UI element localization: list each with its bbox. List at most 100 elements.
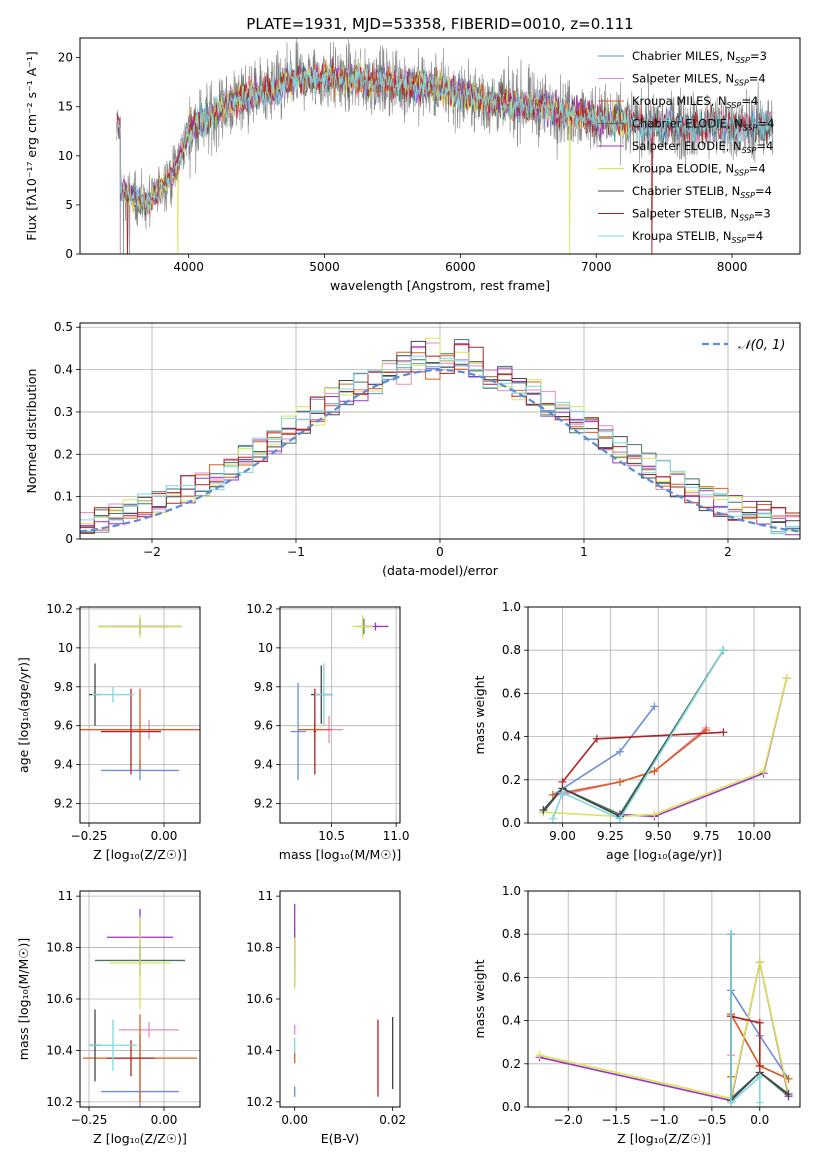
legend-label-0: Chabrier MILES, NSSP=3 [632, 49, 767, 65]
weight_vs_age-marker-7 [592, 734, 601, 743]
age_vs_z-ytick-label: 9.2 [54, 797, 73, 811]
weight_vs_age-xtick-label: 9.25 [597, 829, 624, 843]
legend-label-6: Chabrier STELIB, NSSP=4 [632, 184, 772, 200]
age_vs_z-ytick-label: 9.4 [54, 758, 73, 772]
legend-label-suffix: =4 [756, 139, 773, 153]
weight_vs_age-series-3 [542, 649, 725, 816]
spectrum-frame [79, 37, 801, 255]
legend-label-sub: SSP [734, 169, 749, 178]
mass_vs_ebv-ytick-label: 10.2 [246, 1095, 273, 1109]
weight_vs_z-xtick-label: 0.0 [750, 1113, 769, 1127]
age_vs_z-axes: −0.25 0.00 9.2 9.4 9.6 9.8 10 10.2 Z [log₁₀(Z/Z☉… [16, 602, 200, 862]
weight_vs_z-marker-8 [727, 1098, 736, 1107]
weight_vs_age-marker-0 [650, 702, 659, 711]
legend-label-8: Kroupa STELIB, NSSP=4 [632, 229, 763, 245]
weight_vs_age-marker-0 [615, 747, 624, 756]
legend-label-4: Salpeter ELODIE, NSSP=4 [632, 139, 773, 155]
weight_vs_age-marker-5 [650, 810, 659, 819]
legend-label-suffix: =4 [749, 162, 766, 176]
spectrum-ytick-label: 10 [58, 149, 73, 163]
age_vs_mass-axes: 10.5 11.0 9.2 9.4 9.6 9.8 10 10.2 mass [log₁₀(M/… [246, 602, 409, 862]
mass_vs_z-xtick-label: −0.25 [71, 1113, 108, 1127]
mass_vs_ebv-ytick-label: 10.8 [246, 941, 273, 955]
legend-label-suffix: =4 [758, 117, 775, 131]
weight_vs_z-marker-5 [755, 958, 764, 967]
residuals-xtick-label: 0 [436, 545, 444, 559]
spectrum-xtick-label: 7000 [581, 260, 612, 274]
legend-label-prefix: Kroupa STELIB, N [632, 229, 732, 243]
legend-label-suffix: =4 [749, 72, 766, 86]
age_vs_mass-ytick-label: 9.2 [254, 797, 273, 811]
spectrum-xtick-label: 6000 [445, 260, 476, 274]
weight_vs_z-ytick-label: 0.2 [502, 1057, 521, 1071]
weight_vs_z-series-5 [539, 962, 790, 1100]
mass_vs_z-xtick-label: 0.00 [151, 1113, 178, 1127]
mass_vs_ebv-ytick-label: 11 [258, 889, 273, 903]
weight_vs_age-marker-6 [539, 806, 548, 815]
age_vs_z-xtick-label: 0.00 [151, 829, 178, 843]
mass_vs_z-ytick-label: 10.8 [46, 941, 73, 955]
weight_vs_age-ytick-label: 0.8 [502, 643, 521, 657]
legend-label-suffix: =3 [750, 49, 767, 63]
legend-label-5: Kroupa ELODIE, NSSP=4 [632, 162, 766, 178]
weight_vs_z-marker-8 [755, 1072, 764, 1081]
spectrum-ytick-label: 0 [65, 247, 73, 261]
legend-label-suffix: =4 [755, 184, 772, 198]
age_vs_mass-ytick-label: 9.6 [254, 719, 273, 733]
weight_vs_z-marker-8 [727, 930, 736, 939]
legend-label-sub: SSP [735, 56, 750, 65]
weight_vs_z-xtick-label: −1.0 [649, 1113, 678, 1127]
weight_vs_z-ytick-label: 0.8 [502, 927, 521, 941]
weight_vs_z-marker-6 [784, 1090, 793, 1099]
weight_vs_z-xtick-label: −1.5 [602, 1113, 631, 1127]
mass_vs_z-ylabel: mass [log₁₀(M/M☉)] [16, 938, 31, 1060]
gaussian-legend-label: 𝒩(0, 1) [738, 338, 785, 353]
weight_vs_z-ylabel: mass weight [472, 959, 487, 1038]
legend-label-sub: SSP [743, 124, 758, 133]
mass_vs_z-ytick-label: 11 [58, 889, 73, 903]
age_vs_mass-frame [279, 606, 401, 824]
legend-label-7: Salpeter STELIB, NSSP=3 [632, 207, 771, 223]
residuals-ylabel: Normed distribution [24, 369, 39, 494]
mass_vs_ebv-xtick-label: 0.00 [281, 1113, 308, 1127]
weight_vs_z-xtick-label: −0.5 [697, 1113, 726, 1127]
age_vs_z-ylabel: age [log₁₀(age/yr)] [16, 657, 31, 773]
age_vs_z-ytick-label: 9.8 [54, 680, 73, 694]
residuals-xtick-label: −1 [287, 545, 305, 559]
mass_vs_ebv-xlabel: E(B-V) [321, 1131, 360, 1146]
residuals-ytick-label: 0 [65, 532, 73, 546]
age_vs_mass-ytick-label: 10 [258, 641, 273, 655]
residual-hist-7 [80, 344, 800, 528]
mass_vs_z-axes: −0.25 0.00 10.2 10.4 10.6 10.8 11 Z [log₁₀(Z/Z☉… [16, 889, 200, 1146]
spectrum-xlabel: wavelength [Angstrom, rest frame] [330, 278, 550, 293]
weight_vs_age-xtick-label: 9.75 [693, 829, 720, 843]
legend-label-sub: SSP [742, 146, 757, 155]
weight_vs_age-ytick-label: 0.6 [502, 686, 521, 700]
weight_vs_z-series-8 [730, 934, 761, 1105]
age_vs_z-ytick-label: 9.6 [54, 719, 73, 733]
weight_vs_z-xlabel: Z [log₁₀(Z/Z☉)] [617, 1131, 711, 1146]
age_vs_z-ytick-label: 10.2 [46, 602, 73, 616]
weight_vs_z-ytick-label: 1.0 [502, 884, 521, 898]
weight_vs_z-axes: −2.0 −1.5 −1.0 −0.5 0.0 0.0 0.2 0.4 0.6 0.8 1.0 Z [… [472, 884, 800, 1146]
spectrum-series-8 [116, 62, 774, 212]
legend-label-prefix: Salpeter ELODIE, N [632, 139, 742, 153]
legend-label-suffix: =4 [741, 94, 758, 108]
spectrum-series-5 [116, 58, 631, 254]
legend-label-prefix: Salpeter STELIB, N [632, 207, 739, 221]
age_vs_mass-ytick-label: 9.8 [254, 680, 273, 694]
legend-label-sub: SSP [727, 101, 742, 110]
spectrum-xtick-label: 5000 [309, 260, 340, 274]
mass_vs_ebv-ytick-label: 10.6 [246, 992, 273, 1006]
spectrum-ytick-label: 5 [65, 198, 73, 212]
weight_vs_z-xtick-label: −2.0 [554, 1113, 583, 1127]
age_vs_z-xtick-label: −0.25 [71, 829, 108, 843]
weight_vs_age-marker-8 [558, 788, 567, 797]
legend-label-prefix: Chabrier MILES, N [632, 49, 735, 63]
age_vs_z-xlabel: Z [log₁₀(Z/Z☉)] [93, 847, 187, 862]
weight_vs_age-marker-2 [615, 777, 624, 786]
residuals-frame [79, 322, 801, 540]
legend-label-2: Kroupa MILES, NSSP=4 [632, 94, 758, 110]
